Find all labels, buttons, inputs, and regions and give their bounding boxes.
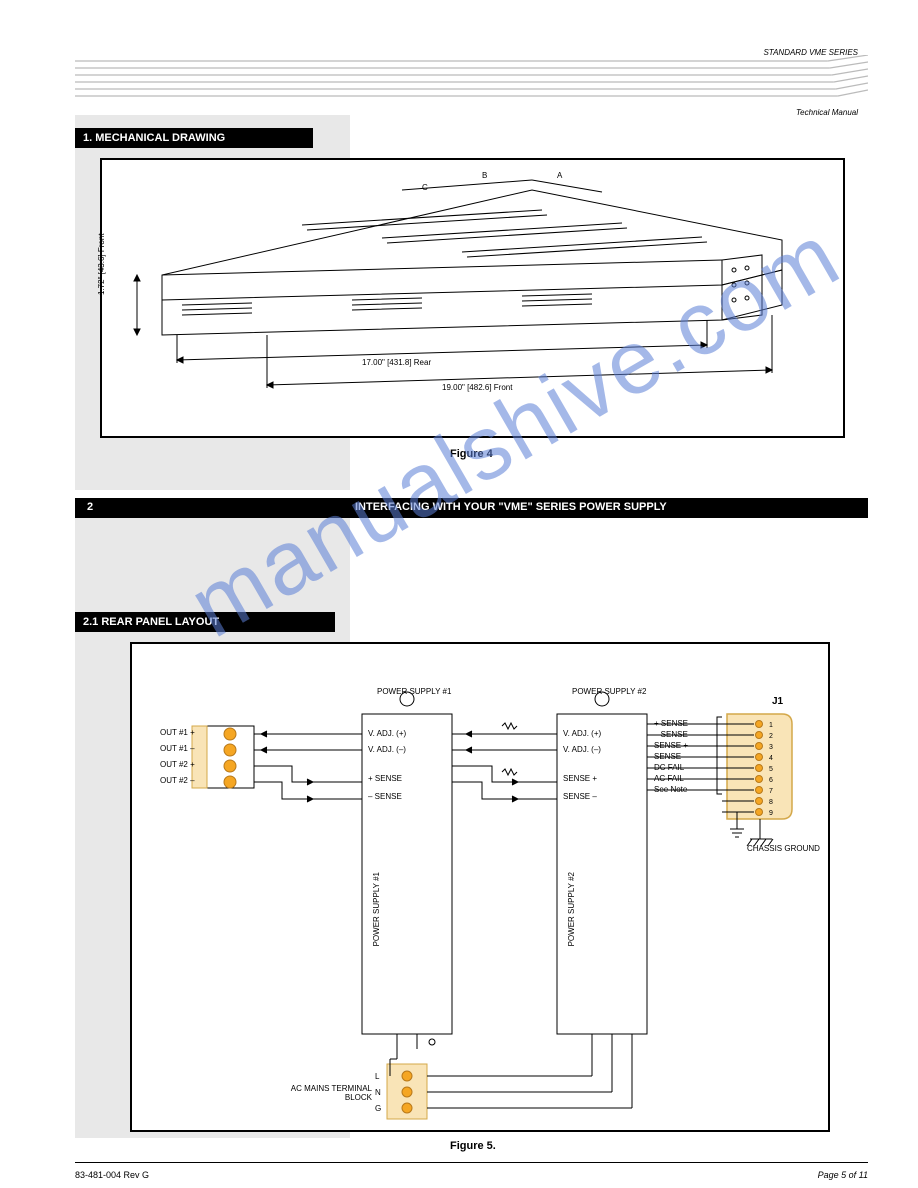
vadj2up: V. ADJ. (+) bbox=[563, 729, 601, 738]
pin2-label: – SENSE bbox=[654, 730, 688, 739]
ac-g: G bbox=[375, 1104, 381, 1113]
ps2-top-label: POWER SUPPLY #2 bbox=[572, 687, 647, 696]
section-2-1-heading: 2.1 REAR PANEL LAYOUT bbox=[75, 612, 335, 632]
sense2p: SENSE + bbox=[563, 774, 597, 783]
figure-4-frame: A B C 1.72" [43.6] Front 17.00" [431.8] … bbox=[100, 158, 845, 438]
svg-text:4: 4 bbox=[769, 755, 773, 762]
figure-4-drawing: A B C bbox=[102, 160, 847, 440]
dim-front-height: 1.72" [43.6] Front bbox=[97, 215, 106, 295]
chassis-ground: CHASSIS GROUND bbox=[747, 844, 820, 853]
header-series: STANDARD VME SERIES bbox=[763, 48, 858, 57]
svg-text:3: 3 bbox=[769, 744, 773, 751]
svg-text:7: 7 bbox=[769, 788, 773, 795]
pin5-label: DC FAIL bbox=[654, 763, 684, 772]
section-1-heading: 1. MECHANICAL DRAWING bbox=[75, 128, 313, 148]
pin7-label: See Note bbox=[654, 785, 687, 794]
pin4-label: SENSE – bbox=[654, 752, 688, 761]
sense2n: SENSE – bbox=[563, 792, 597, 801]
section-2-heading-bar: 2 INTERFACING WITH YOUR "VME" SERIES POW… bbox=[75, 498, 868, 518]
pin1-label: + SENSE bbox=[654, 719, 688, 728]
vadj1up: V. ADJ. (+) bbox=[368, 729, 406, 738]
vadj2dn: V. ADJ. (–) bbox=[563, 745, 601, 754]
out2p: OUT #2 + bbox=[160, 760, 195, 769]
j1-label: J1 bbox=[772, 696, 784, 707]
header-stripe-graphic bbox=[75, 55, 868, 105]
header-doc-title: Technical Manual bbox=[796, 108, 858, 117]
vadj1dn: V. ADJ. (–) bbox=[368, 745, 406, 754]
sense1p: + SENSE bbox=[368, 774, 402, 783]
section-2-number: 2 bbox=[87, 501, 93, 513]
footer-page-num: Page 5 of 11 bbox=[818, 1170, 868, 1180]
dim-width-rear: 17.00" [431.8] Rear bbox=[362, 358, 431, 367]
out2n: OUT #2 – bbox=[160, 776, 195, 785]
section-2-title: INTERFACING WITH YOUR "VME" SERIES POWER… bbox=[355, 501, 667, 513]
svg-text:8: 8 bbox=[769, 799, 773, 806]
svg-text:2: 2 bbox=[769, 733, 773, 740]
figure-5-diagram: J1 bbox=[132, 644, 832, 1134]
ac-n: N bbox=[375, 1088, 381, 1097]
footer-rule bbox=[75, 1162, 868, 1163]
dim-width-front: 19.00" [482.6] Front bbox=[442, 383, 512, 392]
pin3-label: SENSE + bbox=[654, 741, 688, 750]
ps2-side: POWER SUPPLY #2 bbox=[567, 872, 576, 946]
ps1-side: POWER SUPPLY #1 bbox=[372, 872, 381, 946]
ps1-top-label: POWER SUPPLY #1 bbox=[377, 687, 452, 696]
sense1n: – SENSE bbox=[368, 792, 402, 801]
out1n: OUT #1 – bbox=[160, 744, 195, 753]
dim-a-label: A bbox=[557, 171, 563, 180]
figure-5-caption: Figure 5. bbox=[450, 1140, 496, 1152]
svg-text:6: 6 bbox=[769, 777, 773, 784]
ac-l: L bbox=[375, 1072, 379, 1081]
out1p: OUT #1 + bbox=[160, 728, 195, 737]
svg-text:9: 9 bbox=[769, 810, 773, 817]
figure-5-frame: J1 bbox=[130, 642, 830, 1132]
dim-b-label: B bbox=[482, 171, 487, 180]
svg-text:5: 5 bbox=[769, 766, 773, 773]
svg-text:1: 1 bbox=[769, 722, 773, 729]
figure-4-caption: Figure 4 bbox=[450, 448, 493, 460]
footer-doc-id: 83-481-004 Rev G bbox=[75, 1170, 149, 1180]
ac-terminal-label: AC MAINS TERMINAL BLOCK bbox=[282, 1084, 372, 1102]
pin6-label: AC FAIL bbox=[654, 774, 684, 783]
dim-c-label: C bbox=[422, 183, 428, 192]
page-root: STANDARD VME SERIES Technical Manual 1. … bbox=[0, 0, 918, 1188]
